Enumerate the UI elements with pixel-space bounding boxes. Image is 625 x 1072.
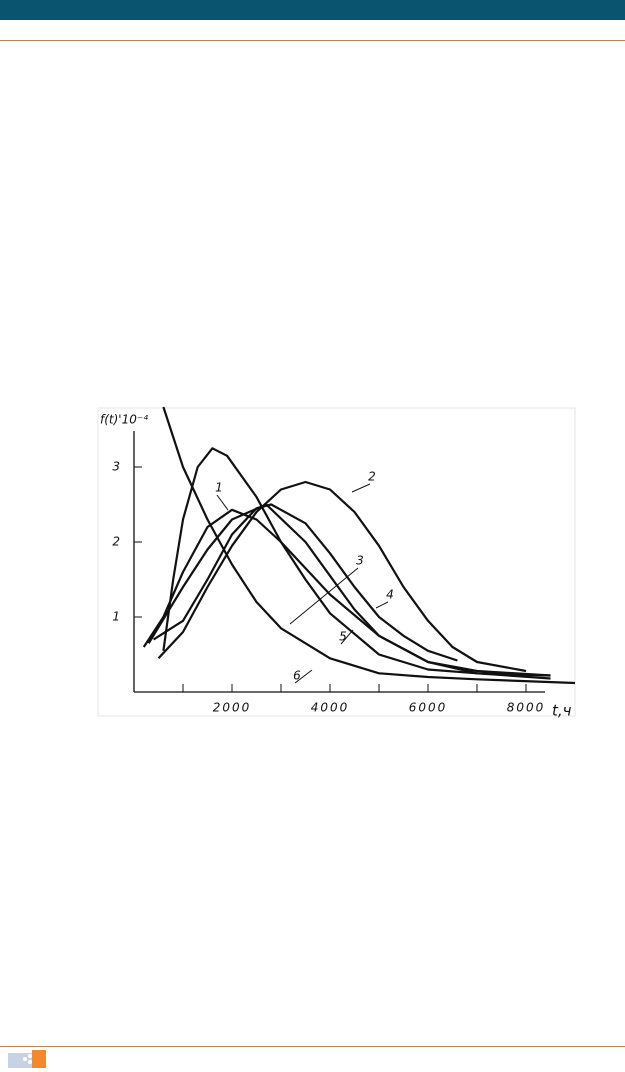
curve-label: 6 <box>293 669 301 683</box>
x-axis-label: t,ч <box>552 702 572 720</box>
x-tick-label: 6000 <box>409 701 448 715</box>
y-tick-label: 2 <box>112 535 120 549</box>
header-bar <box>0 0 625 20</box>
header-rule <box>0 40 625 41</box>
leader-line <box>375 601 389 609</box>
curve <box>162 447 551 677</box>
curve <box>153 503 458 662</box>
x-tick-label: 4000 <box>311 701 350 715</box>
curve-label: 1 <box>215 481 223 495</box>
x-tick-label: 8000 <box>507 701 546 715</box>
x-tick-label: 2000 <box>213 701 252 715</box>
curve <box>162 406 576 685</box>
curve-label: 2 <box>368 470 376 484</box>
leader-line <box>340 629 354 645</box>
footer-logo <box>8 1050 46 1068</box>
curve <box>157 480 527 673</box>
curve-label: 3 <box>356 554 364 568</box>
curve <box>147 503 551 677</box>
curve-label: 4 <box>386 588 394 602</box>
y-tick-label: 1 <box>112 610 120 624</box>
curve-label: 5 <box>339 630 347 644</box>
y-axis-label: f(t)'10⁻⁴ <box>100 413 148 427</box>
leader-line <box>351 483 371 493</box>
leader-line <box>294 669 313 684</box>
footer-rule <box>0 1046 625 1047</box>
y-tick-label: 3 <box>112 460 120 474</box>
leader-line <box>216 494 229 511</box>
